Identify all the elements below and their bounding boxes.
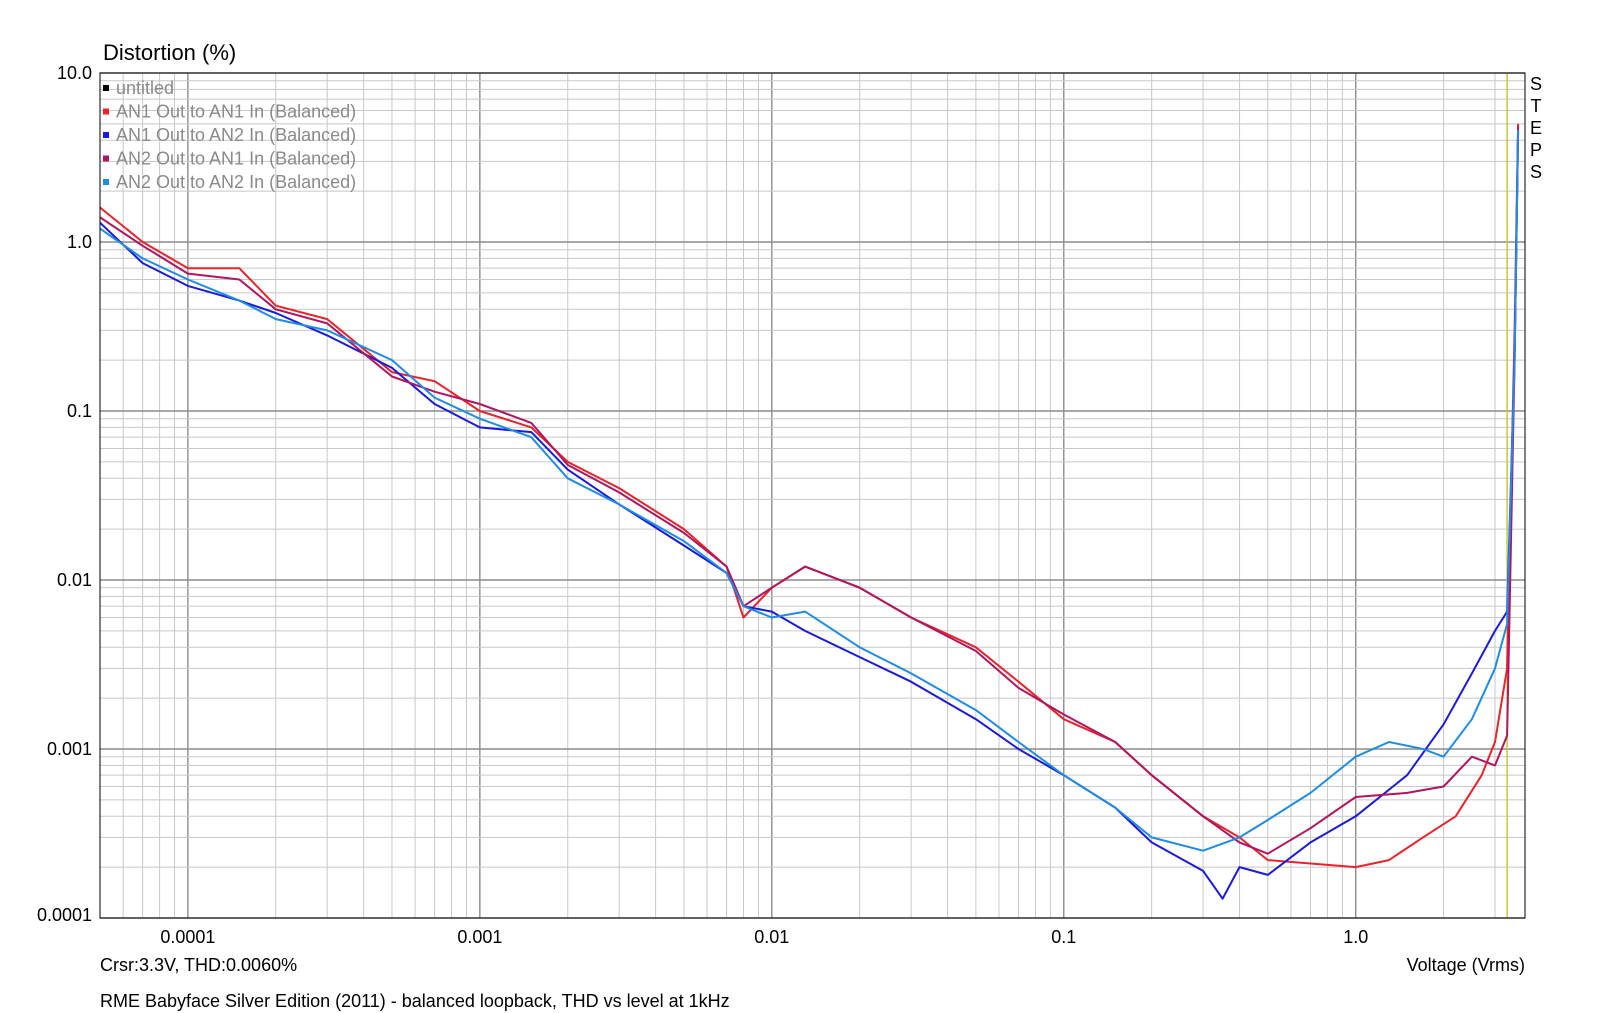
legend-swatch <box>103 179 109 185</box>
cursor-readout[interactable]: Crsr:3.3V, THD:0.0060% <box>100 955 297 975</box>
x-tick-label: 0.001 <box>457 927 502 947</box>
series-layer <box>99 123 1520 900</box>
x-tick-label: 0.0001 <box>160 927 215 947</box>
series-line <box>99 131 1520 900</box>
y-tick-label: 0.1 <box>67 401 92 421</box>
grid <box>99 72 1525 919</box>
series-line <box>99 126 1520 855</box>
x-tick-label: 0.1 <box>1051 927 1076 947</box>
tick-labels: 0.0001 0.001 0.01 0.1 1.0 10.0 1.0 0.1 0.01 0.001… <box>37 63 1368 947</box>
legend-entry[interactable]: AN1 Out to AN2 In (Balanced) <box>116 125 356 145</box>
x-tick-label: 1.0 <box>1343 927 1368 947</box>
side-label-letter: T <box>1531 96 1542 116</box>
legend-swatch <box>103 108 109 115</box>
legend-swatch <box>103 155 109 162</box>
y-tick-label: 1.0 <box>67 232 92 252</box>
y-tick-label: 0.0001 <box>37 905 92 925</box>
plot-frame <box>99 72 1526 919</box>
legend-entry[interactable]: AN2 Out to AN1 In (Balanced) <box>116 149 356 169</box>
legend-entry[interactable]: untitled <box>116 78 174 98</box>
y-tick-label: 0.001 <box>47 739 92 759</box>
x-tick-label: 0.01 <box>754 927 789 947</box>
side-label-letter: S <box>1530 74 1542 94</box>
chart-caption: RME Babyface Silver Edition (2011) - bal… <box>100 991 730 1011</box>
side-label-letter: P <box>1530 140 1542 160</box>
legend-swatch <box>103 85 109 91</box>
y-tick-label: 10.0 <box>57 63 92 83</box>
x-axis-title: Voltage (Vrms) <box>1407 955 1525 975</box>
y-tick-label: 0.01 <box>57 570 92 590</box>
side-label-letter: E <box>1530 118 1542 138</box>
y-axis-title: Distortion (%) <box>103 40 236 65</box>
side-label-letter: S <box>1530 162 1542 182</box>
legend-entry[interactable]: AN1 Out to AN1 In (Balanced) <box>116 102 356 122</box>
legend: untitled AN1 Out to AN1 In (Balanced) AN1 … <box>103 78 356 192</box>
legend-entry[interactable]: AN2 Out to AN2 In (Balanced) <box>116 172 356 192</box>
series-line <box>99 129 1520 852</box>
legend-swatch <box>103 132 109 138</box>
